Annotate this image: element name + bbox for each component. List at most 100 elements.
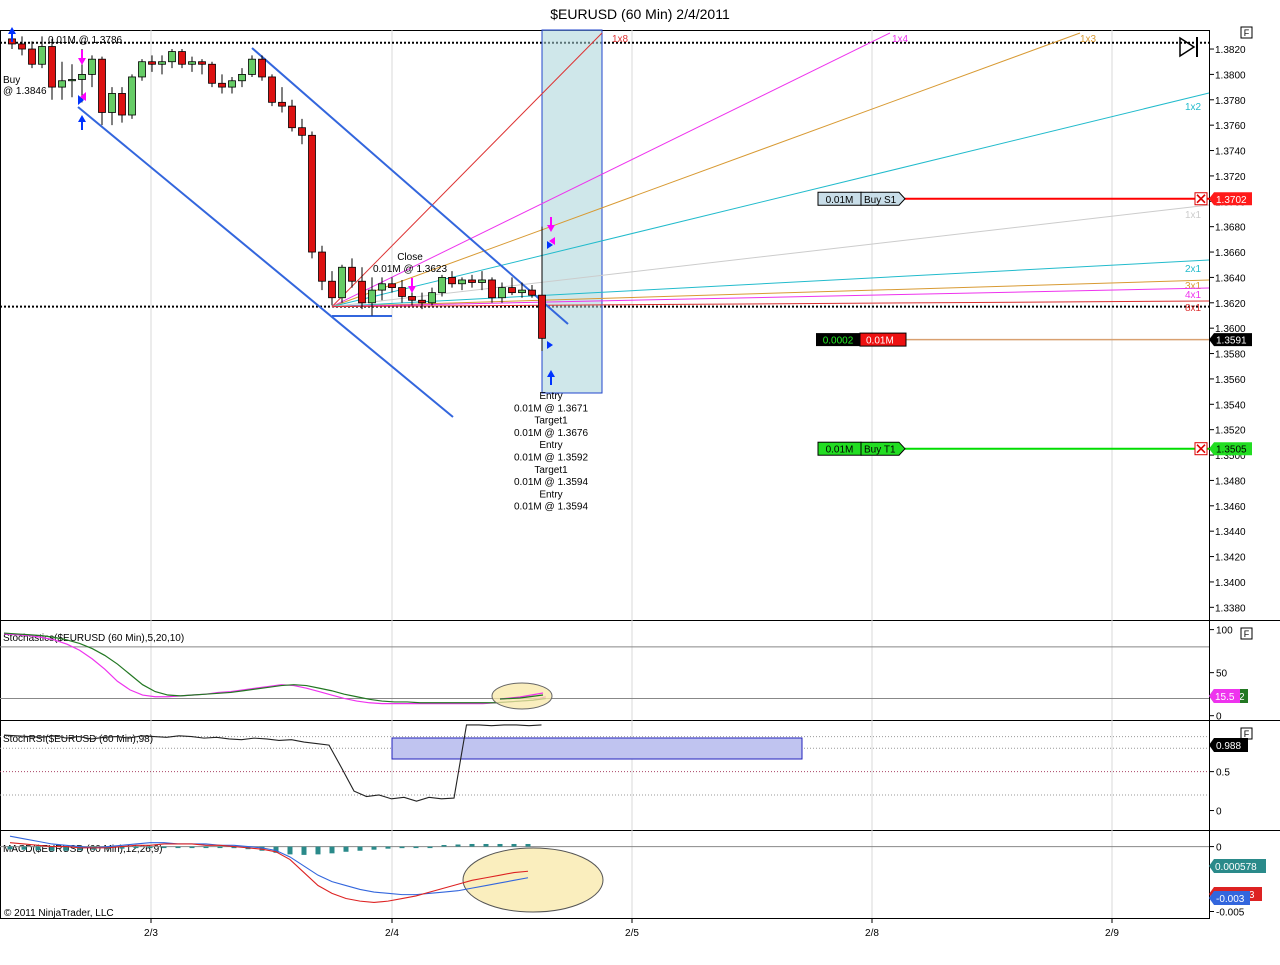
- fan-line: [331, 259, 1210, 308]
- fan-label: 1x1: [1185, 210, 1202, 221]
- candle-body: [518, 289, 526, 294]
- macd-histogram-bar: [497, 843, 503, 847]
- macd-tick-label: 0: [1216, 843, 1222, 854]
- candle-body: [508, 287, 516, 294]
- stochastics-plot: Stochastics($EURUSD (60 Min),5,20,10) 100…: [0, 626, 1248, 723]
- y-tick-label: 1.3760: [1215, 121, 1246, 132]
- macd-histogram-bar: [399, 846, 405, 849]
- sell-arrow-icon: [78, 50, 86, 65]
- candle-body: [138, 61, 146, 78]
- channel-lines: [77, 47, 569, 418]
- format-icon[interactable]: [1240, 26, 1253, 39]
- stochrsi-highlight-box: [391, 737, 803, 760]
- y-tick-label: 1.3480: [1215, 476, 1246, 487]
- stochrsi-title: StochRSI($EURUSD (60 Min),98): [3, 734, 153, 745]
- x-tick-label: 2/9: [1105, 928, 1119, 939]
- macd-histogram-bar: [441, 845, 447, 847]
- macd-histogram-bar: [175, 846, 181, 849]
- macd-histogram-bar: [413, 846, 419, 849]
- stoch-series-K: [3, 633, 546, 705]
- position-pnl: 0.0002: [823, 336, 854, 347]
- exit-triangle-icon: [549, 237, 555, 245]
- order-qty: 0.01M: [826, 195, 854, 206]
- stoch-format-icon[interactable]: [1240, 627, 1253, 640]
- macd-histogram-bar: [343, 846, 349, 852]
- candle-body: [58, 80, 66, 88]
- entry-triangle-icon: [78, 95, 84, 105]
- stochrsi-line: [3, 724, 542, 802]
- macd-histogram-bar: [511, 843, 517, 847]
- fan-line: [331, 300, 1210, 308]
- candle-body: [158, 61, 166, 65]
- stoch-tick-label: 0: [1216, 712, 1222, 723]
- annotation-text: Entry: [539, 489, 562, 500]
- macd-histogram-bar: [469, 843, 475, 847]
- order-lines[interactable]: 0.01M Buy S1 1.3702 0.01M Buy T1 1.3505 0.0002…: [816, 191, 1252, 456]
- candle-body: [88, 58, 96, 75]
- entry-triangle-icon: [547, 341, 553, 349]
- y-tick-label: 1.3600: [1215, 324, 1246, 335]
- macd-highlight-ellipse: [462, 847, 604, 913]
- candle-body: [458, 279, 466, 285]
- fan-label: 1x2: [1185, 102, 1202, 113]
- vertical-gridlines: [150, 30, 1113, 918]
- sell-arrow-icon: [547, 217, 555, 232]
- stochrsi-tick-label: 0: [1216, 807, 1222, 818]
- y-tick-label: 1.3640: [1215, 273, 1246, 284]
- candle-body: [368, 289, 376, 304]
- candle-body: [108, 93, 116, 113]
- fan-label: 3x1: [1185, 281, 1202, 292]
- candle-body: [18, 43, 26, 50]
- annotation-text: Close: [397, 252, 423, 263]
- stoch-highlight-ellipse: [491, 682, 553, 710]
- stochrsi-panel[interactable]: [0, 720, 1210, 831]
- order-qty: 0.01M: [826, 445, 854, 456]
- annotation-text: Entry: [539, 440, 562, 451]
- scroll-to-end-icon[interactable]: [1179, 36, 1198, 58]
- candle-body: [68, 79, 76, 82]
- order-price-tag: [1209, 192, 1252, 206]
- y-tick-label: 1.3520: [1215, 426, 1246, 437]
- stoch-series-D: [3, 632, 546, 704]
- candle-body: [388, 283, 396, 288]
- last-price-tag: [1209, 333, 1252, 347]
- annotation-text: 0.01M @ 1.3786: [48, 35, 123, 46]
- candle-body: [378, 283, 386, 291]
- buy-arrow-icon: [8, 27, 16, 42]
- last-price: 1.3591: [1216, 336, 1247, 347]
- candle-body: [118, 93, 126, 116]
- candle-body: [288, 105, 296, 129]
- cancel-x-icon: [1196, 194, 1206, 204]
- price-panel[interactable]: [0, 30, 1210, 621]
- macd-title: MACD($EURUSD (60 Min),12,26,9): [3, 844, 163, 855]
- candle-body: [98, 58, 106, 113]
- stochastics-panel[interactable]: [0, 620, 1210, 721]
- fan-label: 8x1: [1185, 303, 1202, 314]
- stoch-tick-label: 50: [1216, 669, 1228, 680]
- order-price-tag: [1209, 442, 1252, 456]
- fan-line: [331, 32, 891, 308]
- format-icon-glyph: F: [1244, 28, 1250, 38]
- y-tick-label: 1.3740: [1215, 147, 1246, 158]
- candle-body: [168, 51, 176, 63]
- order-price: 1.3702: [1216, 195, 1247, 206]
- macd-histogram-bar: [385, 846, 391, 849]
- macd-histogram-bar: [273, 846, 279, 853]
- stoch-tag-tail: 2: [1239, 692, 1245, 703]
- stochrsi-tag: [1209, 738, 1248, 752]
- y-tick-label: 1.3580: [1215, 350, 1246, 361]
- candle-body: [208, 63, 216, 84]
- candle-body: [238, 74, 246, 82]
- stoch-d-tail: [499, 694, 544, 700]
- candle-body: [38, 46, 46, 65]
- macd-histogram-bar: [203, 846, 209, 849]
- candle-body: [318, 251, 326, 282]
- sell-arrow-icon: [408, 278, 416, 293]
- candle-body: [438, 277, 446, 294]
- exit-triangle-icon: [80, 92, 86, 101]
- macd-hist-tag: [1209, 859, 1266, 873]
- stoch-tag-value: 15.5: [1215, 692, 1235, 703]
- y-tick-label: 1.3420: [1215, 553, 1246, 564]
